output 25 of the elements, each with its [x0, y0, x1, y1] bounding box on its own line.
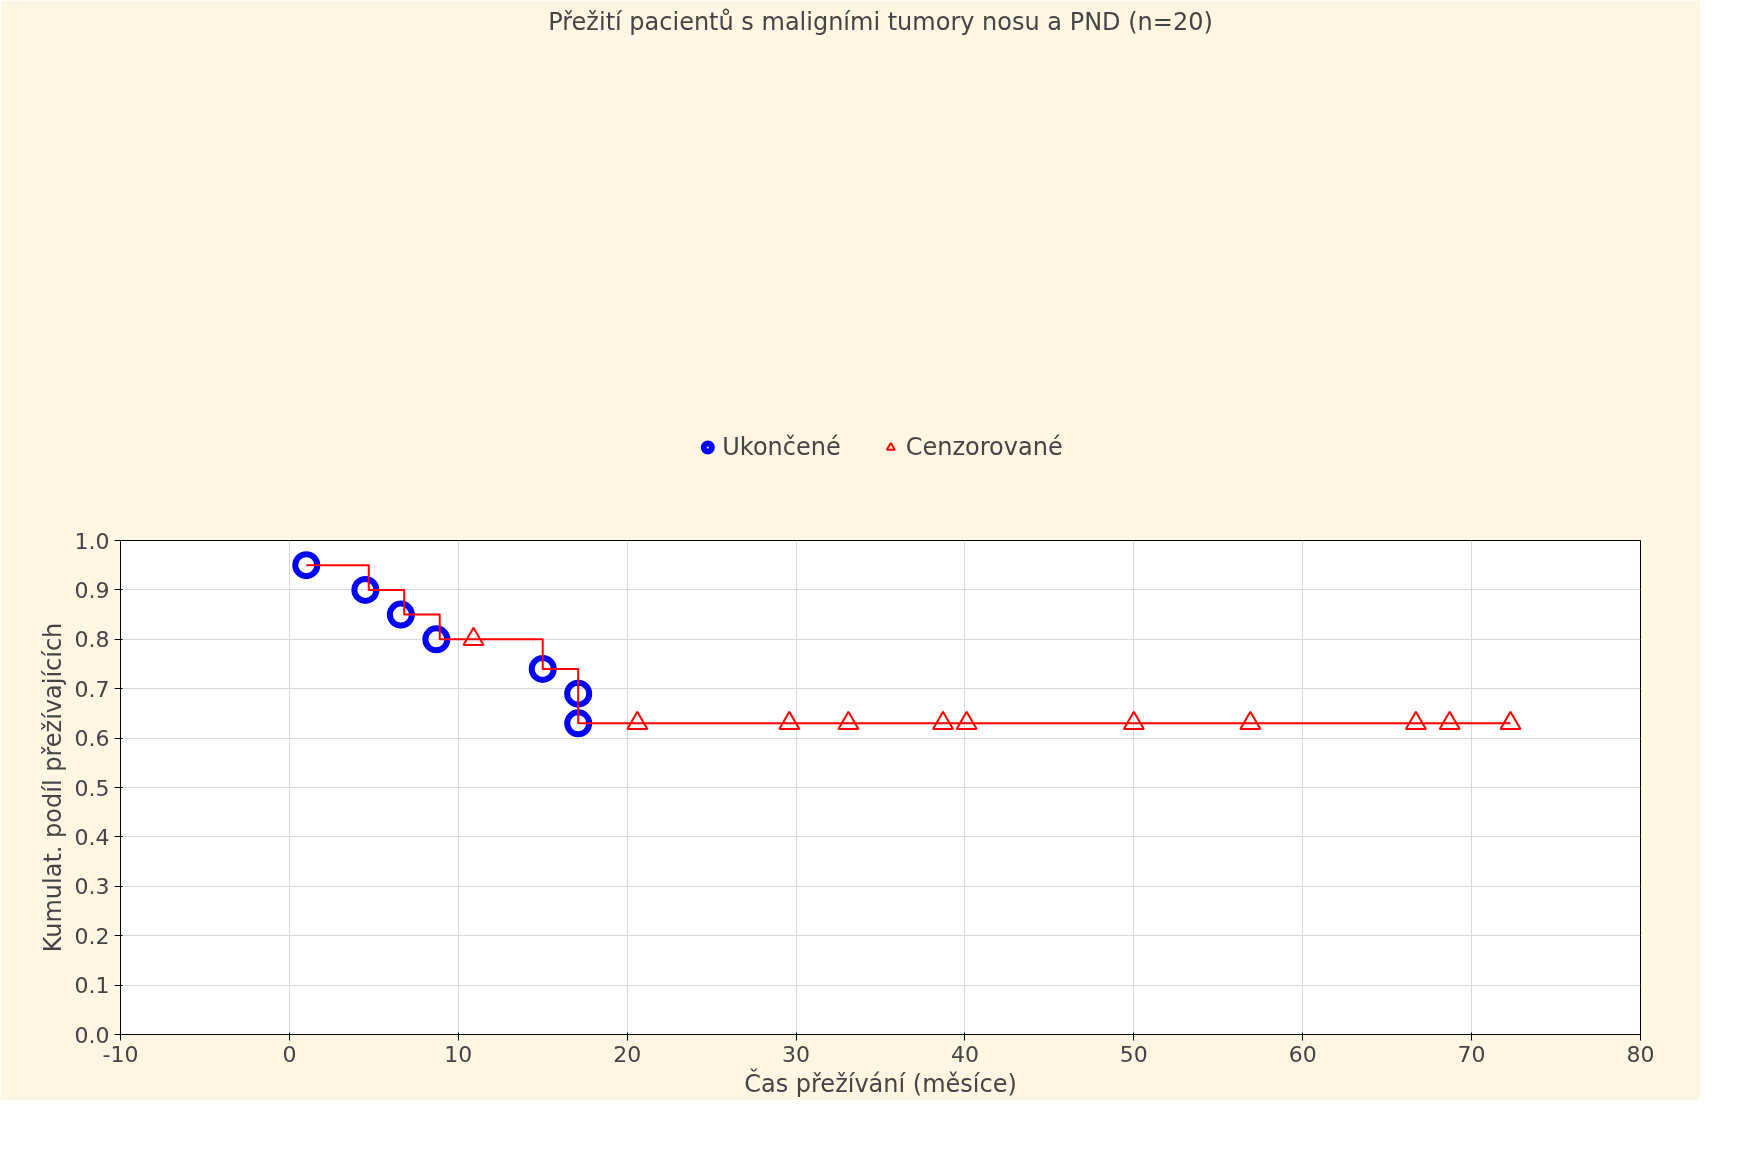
y-tick-label: 0.0: [74, 1022, 110, 1048]
y-axis-title: Kumulat. podíl přežívajících: [38, 622, 67, 953]
legend-label: Ukončené: [722, 433, 841, 462]
y-tick-label: 0.4: [74, 824, 110, 850]
chart-title: Přežití pacientů s maligními tumory nosu a PND (n=20): [548, 7, 1213, 36]
x-axis-title: Čas přežívání (měsíce): [744, 1067, 1017, 1098]
x-tick-label: 30: [782, 1041, 811, 1067]
y-tick-label: 0.1: [74, 973, 110, 999]
legend-label: Cenzorované: [905, 433, 1063, 462]
y-tick-label: 0.9: [74, 577, 110, 603]
x-tick-label: 0: [282, 1041, 297, 1067]
y-tick-label: 0.6: [74, 726, 110, 752]
x-tick-label: 50: [1119, 1041, 1148, 1067]
y-tick-label: 0.7: [74, 676, 110, 702]
y-tick-label: 0.8: [74, 627, 110, 653]
y-tick-label: 0.2: [74, 923, 110, 949]
y-tick-label: 1.0: [74, 528, 110, 554]
y-tick-label: 0.5: [74, 775, 110, 801]
y-tick-label: 0.3: [74, 874, 110, 900]
x-tick-label: 10: [444, 1041, 473, 1067]
x-tick-label: 60: [1288, 1041, 1317, 1067]
x-tick-label: 20: [613, 1041, 642, 1067]
x-tick-label: 40: [950, 1041, 979, 1067]
x-tick-label: 70: [1457, 1041, 1486, 1067]
x-tick-label: 80: [1626, 1041, 1655, 1067]
